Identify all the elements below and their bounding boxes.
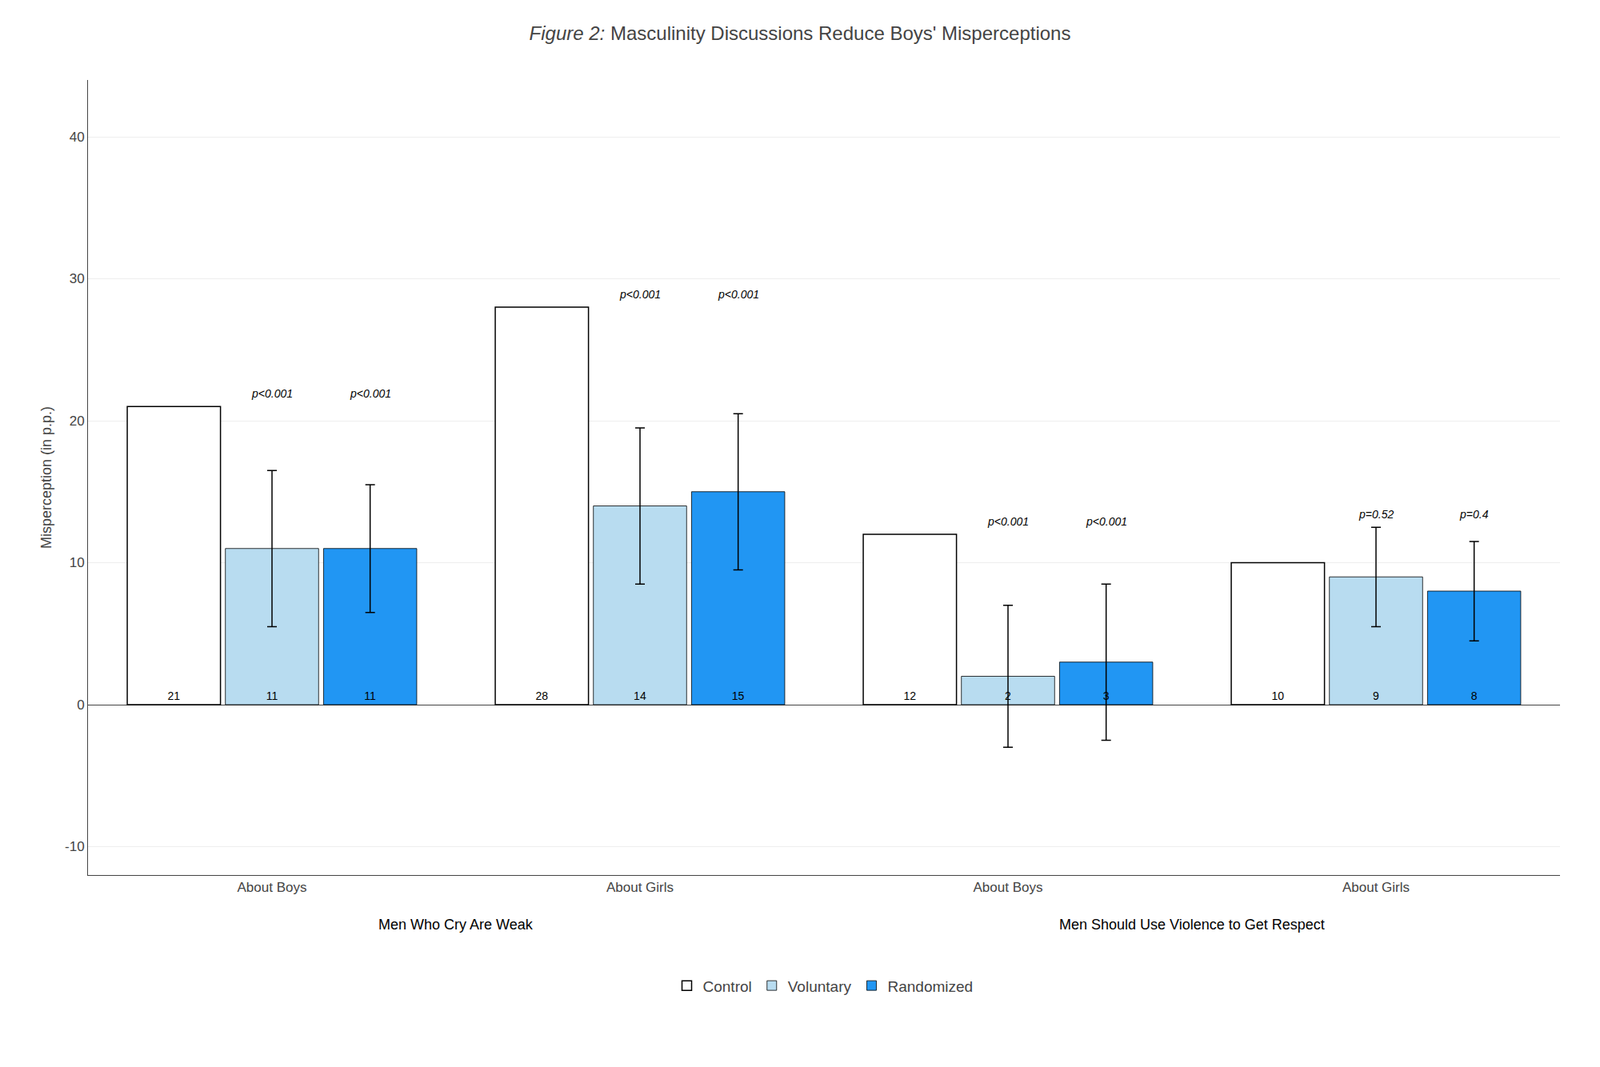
svg-text:12: 12 xyxy=(903,689,916,703)
svg-text:Misperception (in p.p.): Misperception (in p.p.) xyxy=(38,406,55,549)
svg-text:p<0.001: p<0.001 xyxy=(1085,515,1128,528)
svg-text:p<0.001: p<0.001 xyxy=(251,387,293,400)
svg-text:About Boys: About Boys xyxy=(973,880,1044,896)
svg-text:About Boys: About Boys xyxy=(237,880,308,896)
svg-text:p=0.4: p=0.4 xyxy=(1459,508,1489,521)
svg-text:p<0.001: p<0.001 xyxy=(349,387,392,400)
svg-text:p<0.001: p<0.001 xyxy=(717,288,760,301)
svg-text:21: 21 xyxy=(167,689,180,703)
svg-text:10: 10 xyxy=(69,555,85,571)
svg-text:About Girls: About Girls xyxy=(606,880,674,896)
svg-text:10: 10 xyxy=(1271,689,1284,703)
svg-text:40: 40 xyxy=(69,129,85,145)
svg-text:Men Who Cry Are Weak: Men Who Cry Are Weak xyxy=(378,916,534,933)
svg-text:15: 15 xyxy=(732,689,745,703)
svg-text:About Girls: About Girls xyxy=(1342,880,1410,896)
svg-text:Figure 2: Masculinity Discussi: Figure 2: Masculinity Discussions Reduce… xyxy=(529,22,1072,44)
svg-text:3: 3 xyxy=(1103,689,1110,703)
svg-text:11: 11 xyxy=(364,689,376,703)
svg-text:Voluntary: Voluntary xyxy=(788,978,852,996)
svg-text:p=0.52: p=0.52 xyxy=(1358,508,1394,521)
svg-text:20: 20 xyxy=(69,413,85,429)
svg-text:-10: -10 xyxy=(64,839,85,855)
svg-text:14: 14 xyxy=(633,689,647,703)
svg-text:Randomized: Randomized xyxy=(887,978,973,996)
svg-text:2: 2 xyxy=(1004,689,1012,703)
svg-text:30: 30 xyxy=(69,271,85,287)
svg-text:8: 8 xyxy=(1471,689,1478,703)
svg-text:11: 11 xyxy=(266,689,279,703)
svg-text:0: 0 xyxy=(76,697,84,713)
svg-text:p<0.001: p<0.001 xyxy=(987,515,1029,528)
svg-text:9: 9 xyxy=(1372,689,1380,703)
svg-text:Control: Control xyxy=(703,978,752,996)
svg-text:28: 28 xyxy=(535,689,548,703)
svg-text:Men Should Use Violence to Get: Men Should Use Violence to Get Respect xyxy=(1059,916,1325,933)
svg-text:p<0.001: p<0.001 xyxy=(619,288,661,301)
